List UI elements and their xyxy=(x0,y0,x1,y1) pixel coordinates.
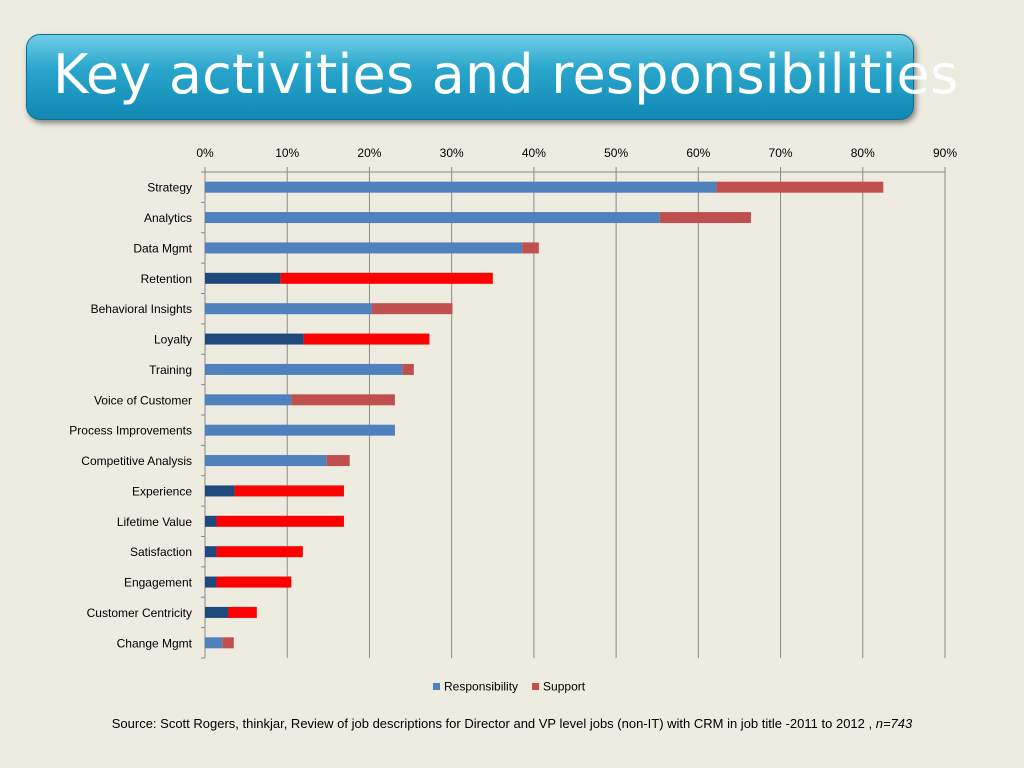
category-label: Data Mgmt xyxy=(133,241,192,255)
category-label: Training xyxy=(149,363,192,377)
x-tick-label: 10% xyxy=(275,146,299,160)
category-label: Change Mgmt xyxy=(117,636,193,650)
category-label: Competitive Analysis xyxy=(81,454,192,468)
x-axis-ticks: 0% 10% 20% 30% 40% 50% 60% 70% 80% 90% xyxy=(196,146,957,160)
bar-support xyxy=(716,181,884,193)
category-label: Process Improvements xyxy=(69,424,192,438)
bar-support xyxy=(659,212,751,224)
category-label: Experience xyxy=(132,484,192,498)
stacked-bar-chart: 0% 10% 20% 30% 40% 50% 60% 70% 80% 90% Strategy An… xyxy=(69,146,957,694)
category-label: Voice of Customer xyxy=(94,393,192,407)
bar-support xyxy=(303,333,430,345)
category-label: Customer Centricity xyxy=(87,606,192,620)
bar-support xyxy=(326,455,350,467)
bar-responsibility xyxy=(205,181,717,193)
bar-responsibility xyxy=(205,485,235,497)
bar-support xyxy=(402,363,414,375)
bar-responsibility xyxy=(205,515,217,527)
bars xyxy=(205,181,884,649)
legend: Responsibility Support xyxy=(433,680,586,694)
x-tick-label: 60% xyxy=(686,146,710,160)
page-title: Key activities and responsibilities xyxy=(53,43,959,106)
x-tick-label: 50% xyxy=(604,146,628,160)
x-tick-label: 70% xyxy=(769,146,793,160)
bar-support xyxy=(291,394,395,406)
category-label: Engagement xyxy=(124,576,193,590)
bar-support xyxy=(222,637,234,649)
gridlines xyxy=(201,167,946,659)
legend-label: Responsibility xyxy=(444,680,518,694)
x-tick-label: 0% xyxy=(196,146,214,160)
bar-support xyxy=(280,272,493,284)
x-tick-label: 30% xyxy=(440,146,464,160)
bar-responsibility xyxy=(205,363,403,375)
bar-responsibility xyxy=(205,637,223,649)
bar-responsibility xyxy=(205,242,523,254)
bar-support xyxy=(216,546,303,558)
bar-responsibility xyxy=(205,272,281,284)
bar-support xyxy=(522,242,539,254)
x-tick-label: 80% xyxy=(851,146,875,160)
x-tick-label: 20% xyxy=(357,146,381,160)
category-label: Satisfaction xyxy=(130,545,192,559)
bar-responsibility xyxy=(205,303,372,315)
category-label: Behavioral Insights xyxy=(91,302,192,316)
title-banner: Key activities and responsibilities xyxy=(26,34,958,120)
bar-responsibility xyxy=(205,606,229,618)
source-text: Source: Scott Rogers, thinkjar, Review o… xyxy=(111,716,873,731)
legend-swatch xyxy=(532,683,540,690)
category-labels: Strategy Analytics Data Mgmt Retention Behav… xyxy=(69,181,192,651)
source-note: Source: Scott Rogers, thinkjar, Review o… xyxy=(0,716,1024,731)
legend-swatch xyxy=(433,683,440,690)
bar-responsibility xyxy=(205,212,660,224)
bar-support xyxy=(371,303,453,315)
bar-responsibility xyxy=(205,546,217,558)
x-tick-label: 90% xyxy=(933,146,957,160)
bar-responsibility xyxy=(205,455,327,467)
category-label: Strategy xyxy=(147,181,192,195)
bar-support xyxy=(234,485,344,497)
bar-responsibility xyxy=(205,424,395,436)
bar-support xyxy=(216,515,344,527)
bar-responsibility xyxy=(205,333,304,345)
bar-responsibility xyxy=(205,576,217,588)
x-tick-label: 40% xyxy=(522,146,546,160)
category-label: Retention xyxy=(141,272,192,286)
bar-support xyxy=(228,606,257,618)
bar-responsibility xyxy=(205,394,292,406)
sample-size: n=743 xyxy=(875,716,913,731)
category-label: Lifetime Value xyxy=(117,515,192,529)
category-label: Loyalty xyxy=(154,333,192,347)
bar-support xyxy=(216,576,292,588)
category-label: Analytics xyxy=(144,211,192,225)
legend-label: Support xyxy=(543,680,586,694)
